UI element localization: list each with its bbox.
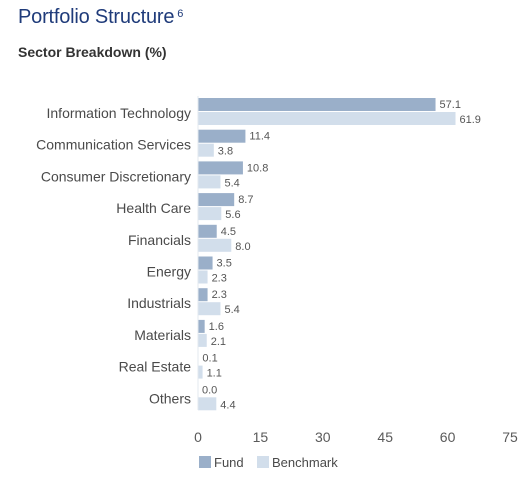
chart-subtitle: Sector Breakdown (%): [18, 44, 167, 60]
benchmark-legend-swatch: [257, 456, 269, 468]
fund-legend-label: Fund: [214, 455, 244, 470]
category-label: Energy: [147, 264, 191, 280]
fund-bar: [198, 256, 213, 270]
page-title: Portfolio Structure: [18, 6, 175, 28]
benchmark-bar: [198, 238, 232, 252]
labels-layer: Information Technology 57.1 61.9 Communicat…: [36, 99, 481, 411]
bars-layer: [198, 98, 456, 411]
benchmark-bar: [198, 365, 203, 379]
fund-legend-swatch: [199, 456, 211, 468]
category-label: Consumer Discretionary: [41, 168, 191, 184]
fund-bar: [198, 98, 436, 111]
x-tick-label: 45: [377, 429, 393, 445]
benchmark-bar: [198, 302, 221, 316]
title-block: Portfolio Structure 6: [18, 6, 183, 29]
category-label: Financials: [128, 232, 191, 248]
x-tick-label: 60: [440, 429, 456, 445]
fund-value-label: 4.5: [221, 226, 236, 238]
benchmark-bar: [198, 397, 217, 411]
benchmark-value-label: 5.6: [225, 209, 240, 221]
fund-value-label: 0.0: [202, 384, 217, 396]
fund-bar: [198, 288, 208, 302]
fund-value-label: 3.5: [217, 258, 232, 270]
benchmark-value-label: 3.8: [218, 146, 233, 158]
fund-value-label: 10.8: [247, 162, 268, 174]
x-tick-label: 15: [253, 429, 269, 445]
benchmark-bar: [198, 175, 221, 189]
fund-value-label: 0.1: [202, 353, 217, 365]
benchmark-value-label: 61.9: [460, 114, 481, 126]
fund-bar: [198, 161, 243, 175]
category-label: Real Estate: [119, 359, 192, 375]
fund-bar: [198, 193, 235, 207]
fund-bar: [198, 224, 217, 238]
x-axis: 0 15 30 45 60 75: [194, 96, 518, 445]
benchmark-value-label: 1.1: [207, 368, 222, 380]
fund-bar: [198, 129, 246, 143]
benchmark-legend-label: Benchmark: [272, 455, 338, 470]
fund-value-label: 57.1: [440, 99, 461, 111]
category-label: Others: [149, 390, 191, 406]
x-tick-label: 75: [502, 429, 518, 445]
legend: Fund Benchmark: [199, 455, 338, 470]
category-label: Communication Services: [36, 137, 191, 153]
benchmark-value-label: 4.4: [220, 399, 235, 411]
benchmark-bar: [198, 112, 456, 125]
benchmark-value-label: 8.0: [235, 241, 250, 253]
benchmark-bar: [198, 207, 222, 221]
category-label: Health Care: [116, 200, 191, 216]
benchmark-value-label: 2.3: [212, 273, 227, 285]
fund-value-label: 2.3: [212, 289, 227, 301]
benchmark-bar: [198, 143, 214, 157]
title-footnote-marker: 6: [177, 7, 184, 20]
benchmark-value-label: 5.4: [224, 304, 239, 316]
benchmark-bar: [198, 270, 208, 284]
category-label: Information Technology: [47, 105, 192, 121]
x-tick-label: 0: [194, 429, 202, 445]
category-label: Industrials: [127, 295, 191, 311]
fund-value-label: 11.4: [249, 131, 270, 143]
x-tick-label: 30: [315, 429, 331, 445]
benchmark-value-label: 5.4: [224, 177, 239, 189]
fund-value-label: 1.6: [209, 321, 224, 333]
category-label: Materials: [134, 327, 191, 343]
fund-value-label: 8.7: [238, 194, 253, 206]
benchmark-bar: [198, 333, 207, 347]
fund-bar: [198, 319, 205, 333]
benchmark-value-label: 2.1: [211, 336, 226, 348]
